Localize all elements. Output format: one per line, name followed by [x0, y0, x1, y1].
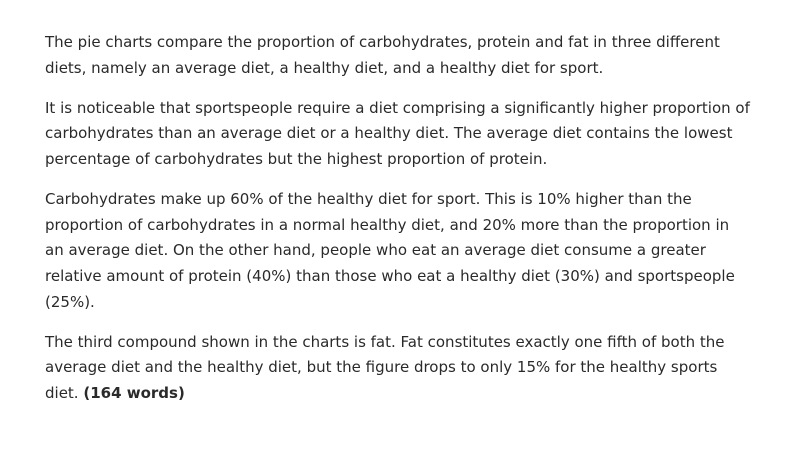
paragraph-fat-text: The third compound shown in the charts i…	[45, 332, 725, 402]
paragraph-introduction: The pie charts compare the proportion of…	[45, 33, 720, 77]
word-count: (164 words)	[83, 383, 185, 402]
essay-document: The pie charts compare the proportion of…	[45, 30, 750, 407]
paragraph-overview: It is noticeable that sportspeople requi…	[45, 98, 750, 168]
paragraph-fat: The third compound shown in the charts i…	[45, 330, 750, 407]
paragraph-carbohydrates-protein: Carbohydrates make up 60% of the healthy…	[45, 190, 735, 311]
